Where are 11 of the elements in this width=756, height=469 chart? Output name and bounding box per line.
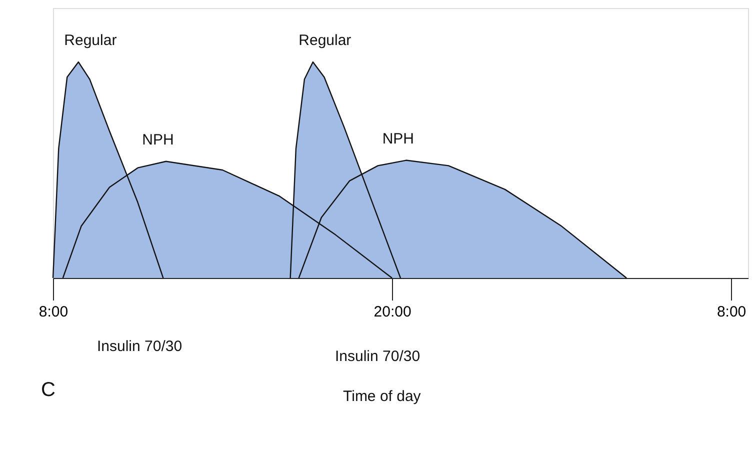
text: C — [41, 379, 56, 401]
x-tick-label: 8:00 — [38, 304, 68, 320]
text: Time of day — [343, 388, 422, 405]
text: Insulin 70/30 — [335, 348, 420, 365]
series-label: Regular — [64, 32, 117, 49]
text: Insulin 70/30 — [97, 338, 182, 355]
series-label: Regular — [298, 32, 352, 49]
series-label: NPH — [142, 131, 174, 148]
series-label: NPH — [382, 130, 414, 148]
x-tick-label: 20:00 — [374, 304, 412, 320]
x-tick-label: 8:00 — [716, 304, 746, 320]
